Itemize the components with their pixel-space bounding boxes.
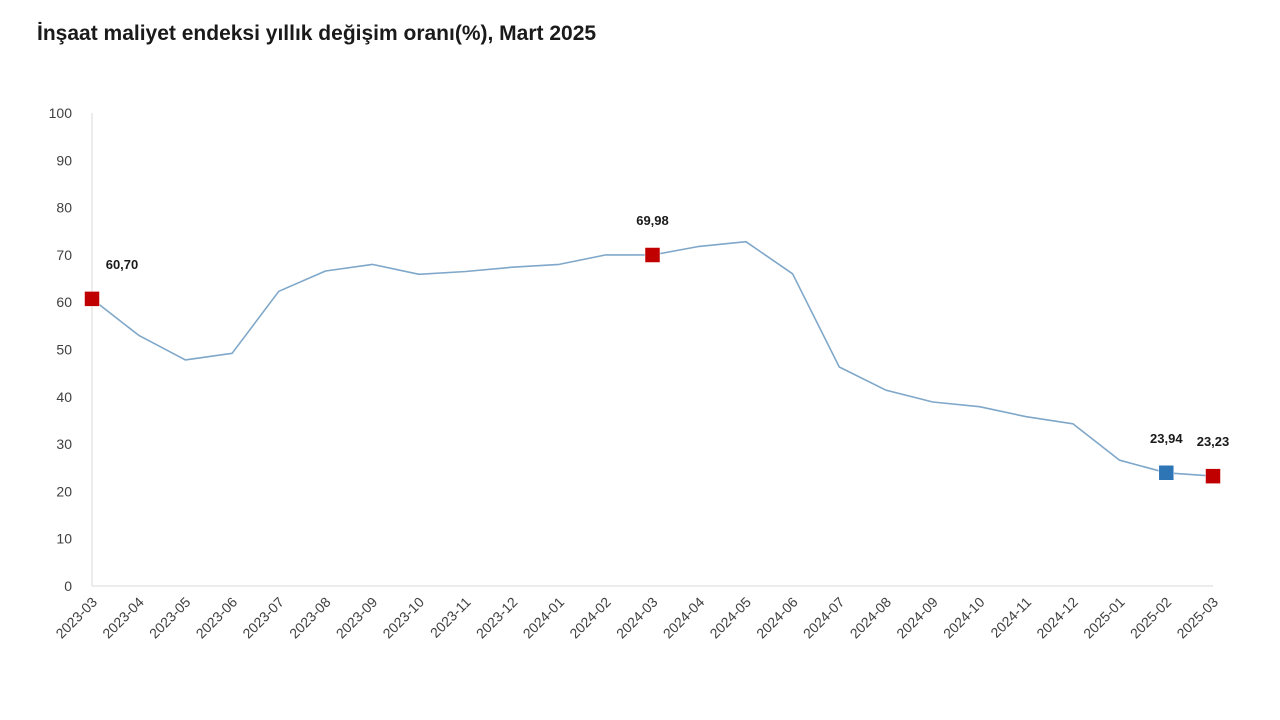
chart-title: İnşaat maliyet endeksi yıllık değişim or…: [37, 22, 597, 45]
series-layer: [91, 240, 1214, 477]
data-point-marker: [84, 291, 100, 307]
x-tick-label: 2024-08: [847, 594, 895, 642]
x-tick-label: 2024-07: [800, 594, 848, 642]
x-tick-label: 2023-07: [239, 594, 287, 642]
x-tick-label: 2024-10: [940, 594, 988, 642]
data-label: 23,94: [1150, 431, 1183, 446]
y-tick-label: 0: [64, 578, 72, 594]
x-tick-label: 2023-03: [52, 594, 100, 642]
x-tick-label: 2025-01: [1080, 594, 1128, 642]
x-tick-label: 2025-03: [1173, 594, 1221, 642]
x-tick-label: 2024-04: [660, 594, 708, 642]
chart-axes: [91, 113, 1213, 587]
y-tick-label: 70: [56, 247, 72, 263]
data-point-marker: [644, 247, 661, 263]
y-tick-label: 30: [56, 436, 72, 452]
y-tick-label: 90: [56, 152, 72, 168]
x-tick-label: 2024-06: [753, 594, 801, 642]
y-tick-label: 80: [56, 200, 72, 216]
x-tick-label: 2023-06: [193, 594, 241, 642]
x-tick-label: 2025-02: [1127, 594, 1175, 642]
data-label: 60,70: [106, 257, 139, 272]
x-tick-label: 2024-12: [1033, 594, 1081, 642]
x-axis-ticks: 2023-03 2023-04 2023-05 2023-06 2023-07 2023-…: [52, 594, 1221, 642]
data-label: 69,98: [636, 213, 669, 228]
y-tick-label: 40: [56, 389, 72, 405]
y-tick-label: 10: [56, 531, 72, 547]
x-tick-label: 2023-12: [473, 594, 521, 642]
x-tick-label: 2024-09: [893, 594, 941, 642]
y-axis-ticks: 0 10 20 30 40 50 60 70 80 90 100: [49, 105, 73, 594]
x-tick-label: 2024-05: [706, 594, 754, 642]
data-point-marker: [1205, 468, 1221, 484]
y-tick-label: 100: [49, 105, 73, 121]
x-tick-label: 2024-01: [520, 594, 568, 642]
x-tick-label: 2024-11: [987, 594, 1034, 641]
y-tick-label: 20: [56, 483, 72, 499]
x-tick-label: 2023-11: [427, 594, 474, 641]
x-tick-label: 2024-03: [613, 594, 661, 642]
y-tick-label: 60: [56, 294, 72, 310]
x-tick-label: 2023-09: [333, 594, 381, 642]
marker-layer: [84, 247, 1221, 484]
x-tick-label: 2023-05: [146, 594, 194, 642]
x-tick-label: 2023-04: [99, 594, 147, 642]
x-tick-label: 2023-10: [379, 594, 427, 642]
data-point-marker: [1158, 465, 1175, 481]
data-label: 23,23: [1197, 434, 1230, 449]
series-line: [91, 240, 1214, 477]
x-tick-label: 2024-02: [566, 594, 614, 642]
x-tick-label: 2023-08: [286, 594, 334, 642]
y-tick-label: 50: [56, 342, 72, 358]
data-label-layer: 60,70 69,98 23,94 23,23: [106, 213, 1230, 449]
